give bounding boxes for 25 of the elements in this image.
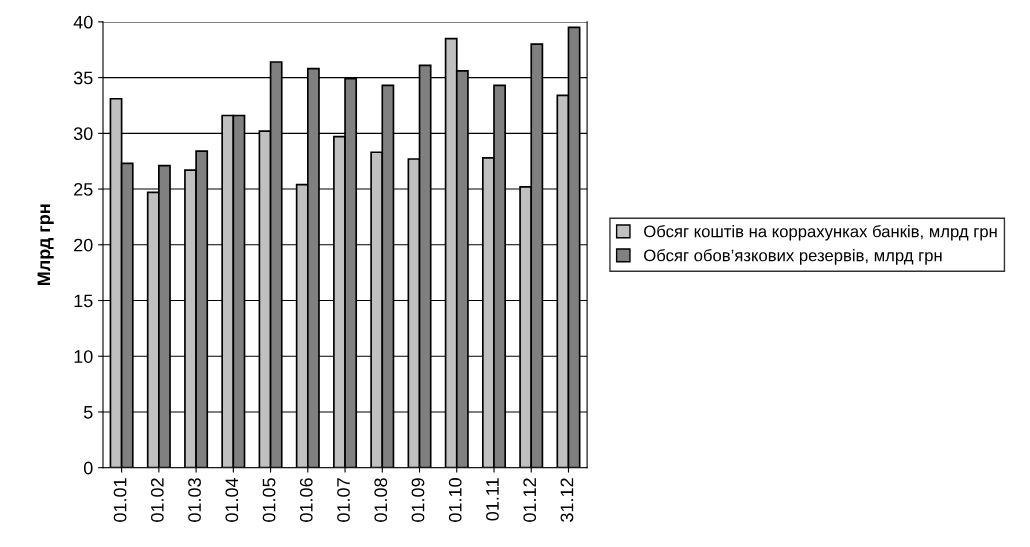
- legend-label: Обсяг коштів на коррахунках банків, млрд грн: [644, 224, 997, 241]
- x-tick-label: 01.03: [188, 478, 201, 522]
- x-tick-label: 31.12: [560, 478, 574, 522]
- y-tick-label: 20: [74, 238, 93, 252]
- x-tick-label: 01.02: [150, 478, 164, 522]
- legend-label: Обсяг обов’язкових резервів, млрд грн: [644, 248, 942, 265]
- x-tick-label: 01.01: [113, 478, 127, 522]
- y-tick-label: 5: [83, 406, 93, 419]
- x-tick-label: 01.11: [486, 478, 499, 521]
- y-tick-label: 15: [74, 294, 93, 308]
- x-tick-label: 01.08: [374, 478, 388, 522]
- x-tick-label: 01.10: [448, 478, 462, 522]
- y-tick-label: 0: [83, 461, 93, 475]
- y-axis-title: Млрд грн: [37, 204, 54, 286]
- y-tick-label: 30: [73, 127, 93, 141]
- y-tick-label: 40: [73, 15, 93, 29]
- x-tick-label: 01.12: [523, 478, 537, 522]
- x-tick-label: 01.07: [337, 478, 350, 522]
- x-tick-label: 01.09: [411, 478, 425, 522]
- x-tick-label: 01.04: [225, 477, 239, 522]
- y-tick-label: 35: [73, 71, 93, 85]
- y-tick-label: 10: [74, 350, 93, 363]
- y-tick-label: 25: [74, 182, 93, 196]
- x-tick-label: 01.06: [299, 478, 313, 522]
- x-tick-label: 01.05: [262, 478, 276, 522]
